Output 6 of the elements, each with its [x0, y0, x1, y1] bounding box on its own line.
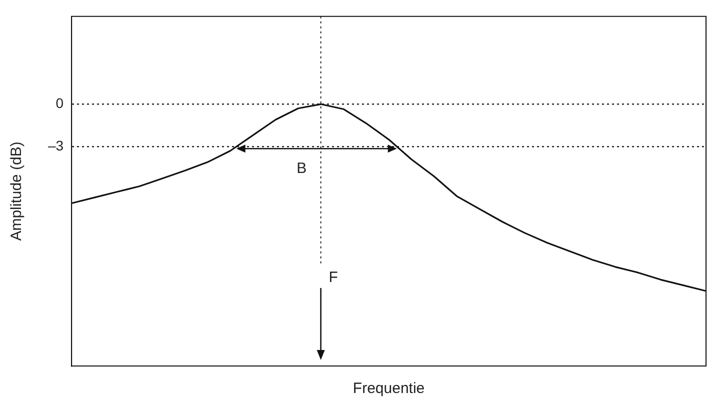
y-tick-label: –3	[48, 137, 64, 154]
y-tick-label: 0	[56, 95, 64, 112]
x-axis-title: Frequentie	[352, 380, 425, 398]
annotation: B	[296, 160, 307, 177]
annotation: F	[328, 269, 338, 286]
y-axis-title: Amplitude (dB)	[8, 142, 26, 241]
